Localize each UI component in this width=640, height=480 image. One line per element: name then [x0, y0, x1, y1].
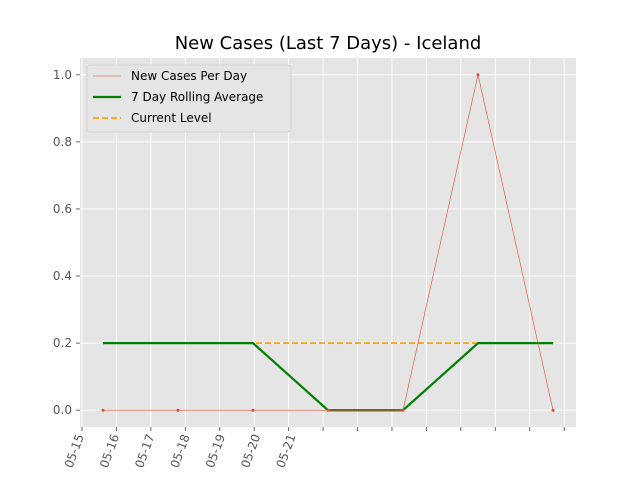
legend-box	[86, 64, 292, 133]
chart-title: New Cases (Last 7 Days) - Iceland	[175, 33, 482, 54]
y-ticks: 0.0 0.2 0.4 0.6 0.8 1.0	[53, 68, 80, 417]
y-tick-label: 0.4	[53, 269, 72, 283]
data-point-new-cases	[251, 408, 255, 412]
data-point-new-cases	[176, 408, 180, 412]
series-layer	[101, 73, 555, 412]
legend-label-new-cases: New Cases Per Day	[131, 69, 247, 83]
y-tick-label: 0.6	[53, 202, 72, 216]
y-tick-label: 0.0	[53, 403, 72, 417]
data-point-new-cases	[476, 73, 480, 77]
data-point-new-cases	[326, 408, 330, 412]
y-tick-label: 0.8	[53, 135, 72, 149]
y-tick-label: 0.2	[53, 336, 72, 350]
data-point-new-cases	[401, 408, 405, 412]
legend: New Cases Per Day 7 Day Rolling Average …	[86, 64, 292, 133]
legend-label-current-level: Current Level	[131, 111, 212, 125]
data-point-new-cases	[101, 408, 105, 412]
legend-label-rolling-average: 7 Day Rolling Average	[131, 90, 263, 104]
data-point-new-cases	[551, 408, 555, 412]
y-tick-label: 1.0	[53, 68, 72, 82]
